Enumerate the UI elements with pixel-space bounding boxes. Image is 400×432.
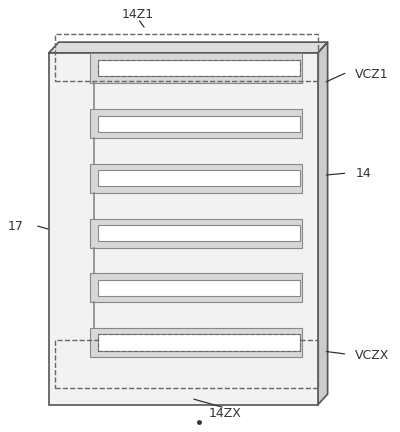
Polygon shape xyxy=(318,42,328,405)
Bar xyxy=(90,219,302,248)
Text: 17: 17 xyxy=(7,220,23,233)
Bar xyxy=(55,340,318,388)
Bar xyxy=(90,273,302,302)
Bar xyxy=(90,164,302,193)
Text: 14: 14 xyxy=(355,167,371,180)
Bar xyxy=(49,53,318,405)
Bar xyxy=(90,53,302,83)
Bar xyxy=(98,225,300,241)
Bar xyxy=(98,334,300,351)
Bar xyxy=(98,60,300,76)
Bar xyxy=(55,34,318,81)
Text: VCZ1: VCZ1 xyxy=(355,68,389,81)
Bar xyxy=(98,280,300,296)
Bar xyxy=(98,170,300,186)
Text: VCZX: VCZX xyxy=(355,349,390,362)
Bar xyxy=(98,116,300,132)
Polygon shape xyxy=(49,42,328,53)
Text: 14Z1: 14Z1 xyxy=(122,8,154,21)
Bar xyxy=(90,109,302,138)
Bar xyxy=(98,334,300,351)
Bar xyxy=(90,328,302,357)
Bar xyxy=(98,60,300,76)
Text: 14ZX: 14ZX xyxy=(208,407,241,420)
